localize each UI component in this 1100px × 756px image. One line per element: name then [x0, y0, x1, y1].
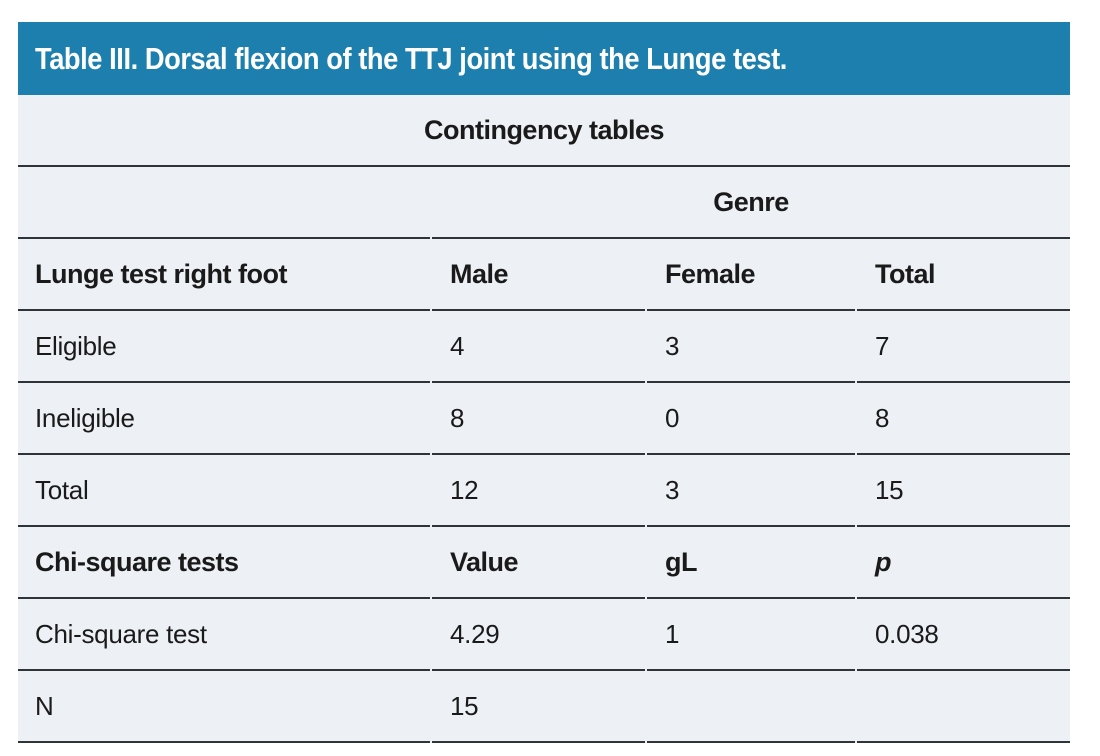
- table-cell: 4: [432, 311, 645, 383]
- table-cell: [647, 671, 855, 743]
- table-cell: 8: [432, 383, 645, 455]
- table-cell: 8: [857, 383, 1070, 455]
- group-header-row: Genre: [18, 167, 1070, 239]
- table-cell: 4.29: [432, 599, 645, 671]
- column-header-value: Value: [432, 527, 645, 599]
- table-cell: [857, 671, 1070, 743]
- table-row-chi-square-test: Chi-square test 4.29 1 0.038: [18, 599, 1070, 671]
- table-cell: 0: [647, 383, 855, 455]
- table-cell: 3: [647, 455, 855, 527]
- table-cell: 7: [857, 311, 1070, 383]
- row-label: N: [18, 671, 430, 743]
- section-title-row: Contingency tables: [18, 95, 1070, 167]
- column-header-total: Total: [857, 239, 1070, 311]
- table-row-eligible: Eligible 4 3 7: [18, 311, 1070, 383]
- table-cell: 12: [432, 455, 645, 527]
- table-body: Contingency tables Genre Lunge test righ…: [18, 95, 1070, 743]
- column-header-chi-square-tests: Chi-square tests: [18, 527, 430, 599]
- column-header-male: Male: [432, 239, 645, 311]
- section-title: Contingency tables: [18, 95, 1070, 167]
- table-cell: 0.038: [857, 599, 1070, 671]
- group-header-spacer: [18, 167, 430, 239]
- table-row-ineligible: Ineligible 8 0 8: [18, 383, 1070, 455]
- table-title-bar: Table III. Dorsal flexion of the TTJ joi…: [18, 22, 1070, 95]
- row-label: Eligible: [18, 311, 430, 383]
- table-cell: 3: [647, 311, 855, 383]
- column-header-p: p: [857, 527, 1070, 599]
- row-label: Chi-square test: [18, 599, 430, 671]
- table-cell: 15: [432, 671, 645, 743]
- column-header-lunge-test: Lunge test right foot: [18, 239, 430, 311]
- statistics-table: Table III. Dorsal flexion of the TTJ joi…: [18, 22, 1070, 743]
- row-label: Ineligible: [18, 383, 430, 455]
- table-cell: 1: [647, 599, 855, 671]
- table-cell: 15: [857, 455, 1070, 527]
- table-row-total: Total 12 3 15: [18, 455, 1070, 527]
- column-header-row: Lunge test right foot Male Female Total: [18, 239, 1070, 311]
- table-row-n: N 15: [18, 671, 1070, 743]
- column-header-gl: gL: [647, 527, 855, 599]
- chi-square-header-row: Chi-square tests Value gL p: [18, 527, 1070, 599]
- table-title: Table III. Dorsal flexion of the TTJ joi…: [35, 40, 787, 76]
- group-header-genre: Genre: [432, 167, 1070, 239]
- column-header-female: Female: [647, 239, 855, 311]
- row-label: Total: [18, 455, 430, 527]
